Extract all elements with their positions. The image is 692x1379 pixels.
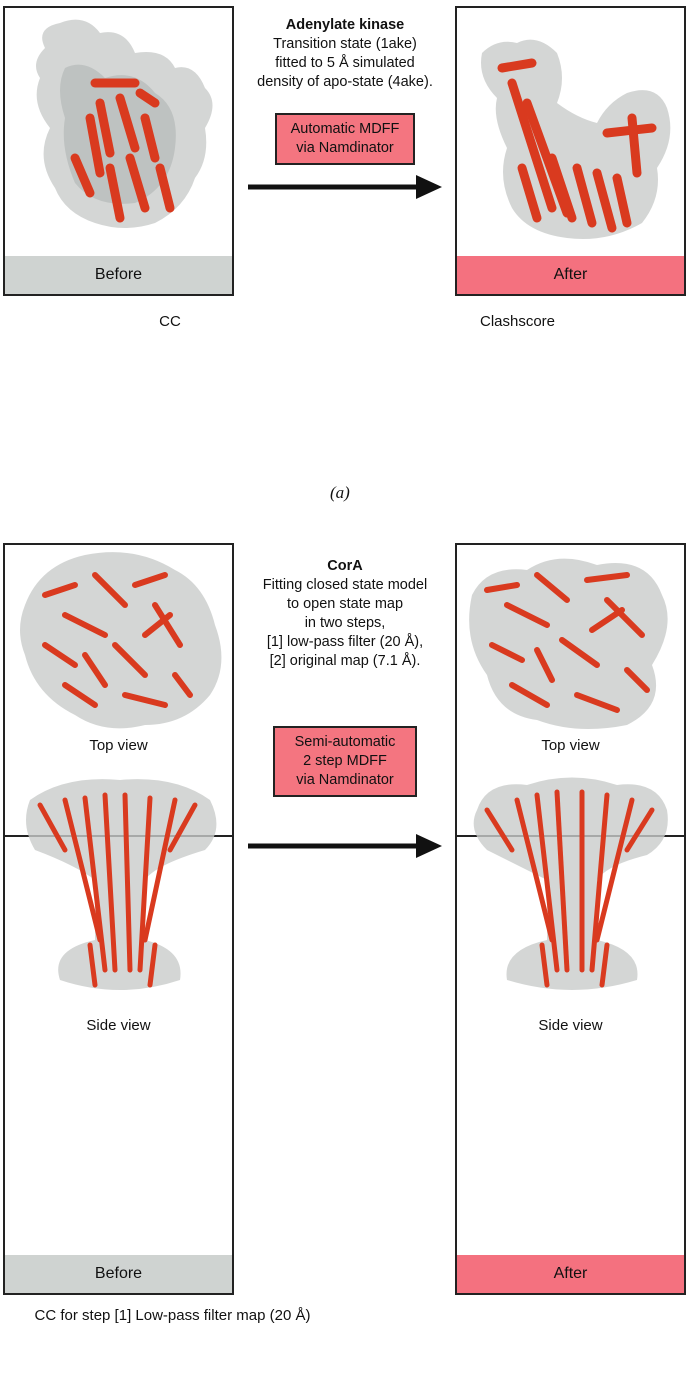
before-label-b: Before <box>5 1255 232 1293</box>
cora-before-side-view <box>26 779 217 990</box>
panel-b-title: CorA <box>327 558 363 574</box>
cora-after-side-view <box>473 777 668 990</box>
panel-b-arrow-icon <box>248 834 442 858</box>
chart-cc-title: CC <box>159 313 181 330</box>
panel-a-desc-line-2: fitted to 5 Å simulated <box>275 55 415 71</box>
after-image-panel-a: After <box>455 6 686 296</box>
panel-a-arrow-icon <box>248 175 442 199</box>
panel-a-desc-line-1: Transition state (1ake) <box>273 36 417 52</box>
after-label: After <box>457 256 684 294</box>
panel-a-method-line-2: via Namdinator <box>296 140 394 156</box>
panel-b-method-line-2: 2 step MDFF <box>303 753 387 769</box>
panel-b-desc-line-3: in two steps, <box>304 615 386 631</box>
panel-a-title: Adenylate kinase <box>285 17 405 33</box>
before-image-panel-a: Before <box>3 6 234 296</box>
after-label-b: After <box>457 1255 684 1293</box>
panel-b-desc-line-5: [2] original map (7.1 Å). <box>269 653 421 669</box>
adenylate-kinase-after-structure <box>481 39 671 240</box>
panel-b-desc-line-1: Fitting closed state model <box>262 577 428 593</box>
before-image-panel-b-frame: Top view Side view Before <box>3 543 234 1295</box>
adenylate-kinase-before-structure <box>36 19 213 228</box>
panel-b-desc-line-4: [1] low-pass filter (20 Å), <box>266 634 424 650</box>
chart-clashscore <box>345 338 690 473</box>
chart-cc <box>0 338 345 473</box>
panel-b-method-line-3: via Namdinator <box>296 772 394 788</box>
after-side-view-label: Side view <box>538 1017 603 1034</box>
before-side-view-label: Side view <box>86 1017 151 1034</box>
cora-before-top-view <box>20 552 222 729</box>
panel-a-method-box: Automatic MDFF via Namdinator <box>275 113 415 165</box>
panel-b-method-line-1: Semi-automatic <box>294 734 396 750</box>
cora-after-top-view <box>469 558 668 729</box>
panel-a-method-line-1: Automatic MDFF <box>290 121 400 137</box>
after-top-view-label: Top view <box>541 737 600 754</box>
after-image-panel-b-frame: Top view Side view After <box>455 543 686 1295</box>
before-label: Before <box>5 256 232 294</box>
chart-clashscore-title: Clashscore <box>479 313 556 330</box>
panel-b-desc-line-2: to open state map <box>286 596 404 612</box>
panel-label-a: (a) <box>330 483 350 502</box>
before-top-view-label: Top view <box>89 737 148 754</box>
panel-b-method-box: Semi-automatic 2 step MDFF via Namdinato… <box>273 726 417 797</box>
panel-a-description: Adenylate kinase Transition state (1ake)… <box>240 16 450 92</box>
chart-step1-title: CC for step [1] Low-pass filter map (20 … <box>34 1307 311 1324</box>
panel-b-description: CorA Fitting closed state model to open … <box>240 557 450 671</box>
panel-a-desc-line-3: density of apo-state (4ake). <box>257 74 433 90</box>
